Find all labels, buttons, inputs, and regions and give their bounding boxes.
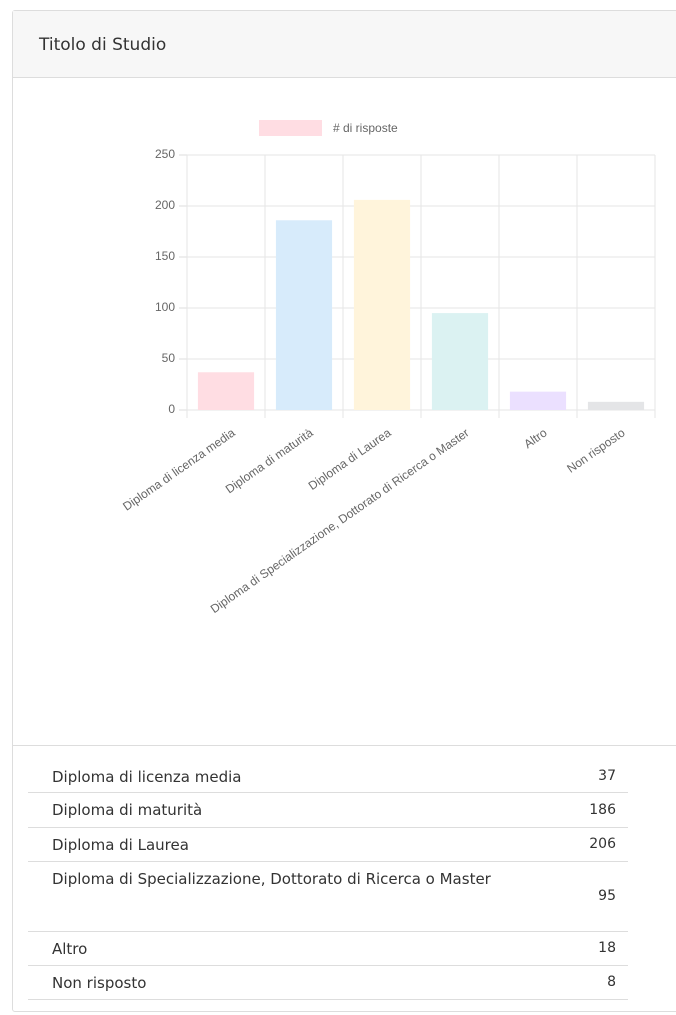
bar (353, 199, 411, 410)
legend-swatch (259, 120, 322, 136)
y-tick-label: 100 (155, 300, 175, 314)
y-tick-label: 0 (168, 402, 175, 416)
row-count: 186 (589, 801, 616, 818)
panel-header (13, 11, 676, 78)
table-row: Non risposto 8 (28, 966, 628, 1000)
bar (431, 313, 489, 410)
table-row: Diploma di Specializzazione, Dottorato d… (28, 862, 628, 932)
y-tick-label: 250 (155, 147, 175, 161)
panel-title: Titolo di Studio (39, 35, 167, 55)
row-label: Diploma di Specializzazione, Dottorato d… (52, 870, 491, 888)
row-count: 37 (598, 767, 616, 784)
table-row: Altro 18 (28, 932, 628, 966)
y-tick-label: 150 (155, 249, 175, 263)
table-row: Diploma di licenza media 37 (28, 760, 628, 793)
x-tick-label: Altro (521, 425, 550, 451)
chart: # di risposte 0 50 100 150 200 250 Diploma di l… (120, 120, 656, 617)
x-tick-label: Non risposto (564, 425, 627, 475)
row-count: 8 (607, 974, 616, 990)
y-tick-label: 200 (155, 198, 175, 212)
table-row: Diploma di Laurea 206 (28, 828, 628, 862)
row-count: 18 (598, 940, 616, 956)
row-label: Non risposto (52, 974, 147, 992)
bar (509, 391, 567, 410)
bar (197, 372, 255, 410)
x-tick-label: Diploma di licenza media (120, 425, 238, 513)
row-count: 95 (598, 888, 616, 904)
row-count: 206 (589, 836, 616, 852)
bar (587, 401, 645, 410)
bar (275, 220, 333, 410)
row-label: Diploma di maturità (52, 801, 203, 819)
x-tick-label: Diploma di Specializzazione, Dottorato d… (208, 426, 472, 617)
row-label: Altro (52, 940, 88, 958)
legend-label: # di risposte (333, 121, 398, 135)
row-label: Diploma di Laurea (52, 836, 189, 854)
panel-footer (13, 745, 676, 746)
panel: Titolo di Studio (12, 10, 676, 1012)
table-row: Diploma di maturità 186 (28, 793, 628, 828)
row-label: Diploma di licenza media (52, 768, 242, 786)
y-tick-label: 50 (162, 351, 176, 365)
